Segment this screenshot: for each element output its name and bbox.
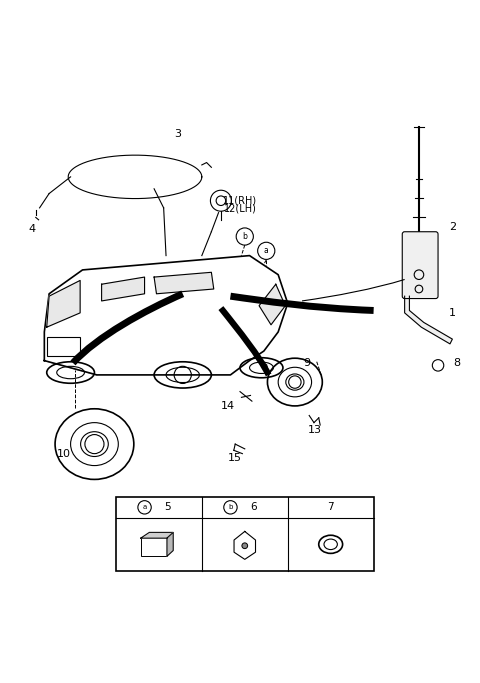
FancyBboxPatch shape: [402, 232, 438, 298]
Bar: [141, 538, 167, 556]
Polygon shape: [154, 273, 214, 294]
Text: b: b: [228, 504, 233, 510]
Text: 4: 4: [29, 224, 36, 234]
Polygon shape: [141, 532, 173, 538]
Circle shape: [85, 434, 104, 454]
Text: a: a: [264, 247, 269, 255]
Polygon shape: [47, 281, 80, 327]
Polygon shape: [234, 531, 255, 559]
Text: 3: 3: [174, 129, 181, 139]
Text: 12(LH): 12(LH): [224, 204, 256, 214]
Text: 9: 9: [303, 358, 311, 368]
Polygon shape: [259, 284, 285, 325]
Text: a: a: [143, 504, 147, 510]
Text: 15: 15: [228, 454, 242, 464]
Polygon shape: [102, 277, 144, 301]
Polygon shape: [405, 296, 452, 344]
Text: 11(RH): 11(RH): [223, 196, 257, 206]
Text: 1: 1: [449, 308, 456, 318]
Polygon shape: [44, 255, 288, 375]
Bar: [116, 497, 373, 570]
Circle shape: [288, 376, 301, 388]
Text: 13: 13: [308, 425, 322, 435]
Text: b: b: [242, 232, 247, 241]
Text: 14: 14: [221, 401, 235, 411]
Text: 5: 5: [164, 502, 171, 512]
Bar: [47, 337, 80, 356]
Text: 6: 6: [250, 502, 257, 512]
Text: 10: 10: [57, 449, 71, 459]
Text: 7: 7: [327, 502, 334, 512]
Circle shape: [242, 543, 248, 548]
Text: 2: 2: [449, 222, 456, 232]
Text: 8: 8: [454, 358, 461, 368]
Polygon shape: [167, 532, 173, 556]
